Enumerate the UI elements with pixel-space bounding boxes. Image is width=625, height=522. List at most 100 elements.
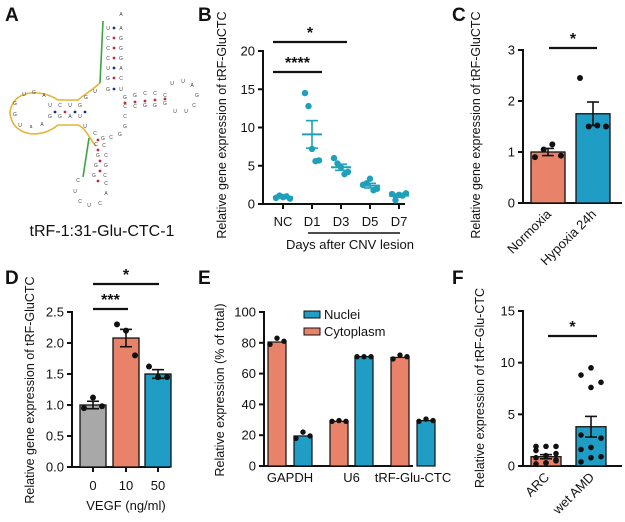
base-pair-dot [112, 66, 116, 70]
y-tick-label: 15 [241, 82, 255, 97]
y-tick-label: 1.0 [46, 398, 64, 413]
legend-swatch-cytoplasm [303, 327, 321, 336]
data-point [532, 154, 538, 161]
x-tick-label: U6 [343, 470, 360, 485]
nucleotide: G [143, 103, 147, 109]
data-point [577, 75, 583, 82]
base-pair-dot [83, 110, 87, 114]
nucleotide: G [48, 114, 52, 120]
y-axis-label: Relative expression (% of total) [213, 304, 227, 477]
data-point [543, 460, 549, 466]
data-point [553, 450, 559, 457]
nucleotide: a [30, 124, 33, 130]
y-tick-label: 10 [501, 355, 515, 370]
data-point [99, 403, 105, 410]
nucleotide: A [119, 12, 123, 18]
panel-letter-e: E [198, 268, 211, 289]
base-pair-dot [96, 138, 100, 142]
nucleotide: G [119, 46, 123, 52]
data-point [588, 365, 594, 371]
nucleotide: U [181, 79, 185, 85]
nucleotide: G [94, 163, 98, 169]
data-point [330, 154, 338, 162]
y-axis-label: Relative expression of tRF-Glu-CTC [473, 288, 487, 488]
nucleotide: G [32, 90, 36, 96]
significance-label: **** [285, 55, 311, 72]
nucleotide: G [123, 95, 127, 101]
nucleotide: C [119, 76, 123, 82]
panel-letter-b: B [198, 5, 212, 26]
data-point [533, 454, 539, 461]
base-pair-dot [112, 26, 116, 30]
y-tick-label: 5 [248, 158, 255, 173]
nucleotide: G [123, 124, 127, 130]
bar [329, 420, 349, 467]
data-point [361, 353, 367, 360]
data-point [423, 416, 429, 422]
base-pair-dot [153, 98, 157, 102]
base-pair-dot [112, 36, 116, 40]
significance-label: * [123, 267, 130, 284]
data-point [533, 461, 539, 467]
x-tick-label: 0 [89, 478, 96, 493]
data-point [114, 321, 120, 328]
nucleotide: C [104, 181, 108, 187]
panel-e: E 0 20 40 60 80 100 Relative expression (% of t… [198, 268, 451, 485]
nucleotide: G [133, 93, 137, 99]
panel-a: A AU AC GC GC GU AG CG UUG G G C C CC C G G GU UAGCUUCGGC… [5, 5, 199, 240]
significance-label: * [569, 319, 576, 336]
y-tick-label: 2.0 [46, 336, 64, 351]
data-point [585, 123, 592, 130]
y-tick-label: 1.5 [46, 367, 64, 382]
nucleotide: U [48, 103, 52, 109]
nucleotide: C [102, 143, 106, 149]
data-point [553, 443, 559, 450]
data-point [540, 146, 547, 153]
fragment-start-marker [99, 20, 104, 84]
x-tick-label: 10 [119, 478, 133, 493]
nucleotide: C [93, 131, 97, 137]
nucleotide: G [106, 76, 110, 82]
nucleotide: C [133, 104, 137, 110]
data-point [281, 338, 287, 344]
data-point [343, 418, 349, 425]
panel-d: D 0.0 0.5 1.0 1.5 2.0 2.5 Relative gene express… [5, 267, 172, 513]
data-point [392, 196, 399, 204]
nucleotide: U [106, 26, 110, 32]
panel-letter-d: D [5, 268, 19, 289]
x-tick-label: tRF-Glu-CTC [375, 470, 452, 485]
data-point [329, 418, 335, 425]
data-point [588, 444, 594, 451]
significance-label: * [307, 25, 314, 42]
fragment-end-marker [82, 137, 90, 178]
nucleotide: C [123, 114, 127, 120]
nucleotide: G [163, 101, 167, 107]
bar [390, 356, 410, 467]
bar [293, 435, 313, 467]
data-point [274, 335, 280, 341]
nucleotide: U [87, 203, 91, 209]
x-tick-label: D1 [304, 214, 321, 229]
nucleotide: C [98, 201, 102, 207]
nucleotide: A [119, 26, 123, 32]
base-pair-dot [112, 87, 116, 91]
y-tick-label: 3 [508, 43, 515, 58]
nucleotide: C [78, 199, 82, 205]
nucleotide: U [119, 87, 123, 93]
anticodon-loop-outline [9, 82, 101, 147]
data-point [390, 356, 396, 362]
nucleotide: A [190, 83, 194, 89]
nucleotide: C [143, 91, 147, 97]
bar [530, 151, 566, 204]
nucleotide: C [106, 56, 110, 62]
nucleotide: G [153, 103, 157, 109]
data-point [301, 89, 309, 97]
data-point [368, 353, 374, 360]
data-point [132, 352, 138, 359]
base-pair-dot [98, 169, 102, 173]
rna-secondary-structure: AU AC GC GC GU AG CG UUG G G C C CC C G G GU UAGCUUCGGCGC… [9, 12, 199, 209]
nucleotide: A [40, 122, 44, 128]
nucleotide: C [106, 46, 110, 52]
y-tick-label: 0.0 [46, 460, 64, 475]
x-tick-label: D7 [391, 214, 408, 229]
